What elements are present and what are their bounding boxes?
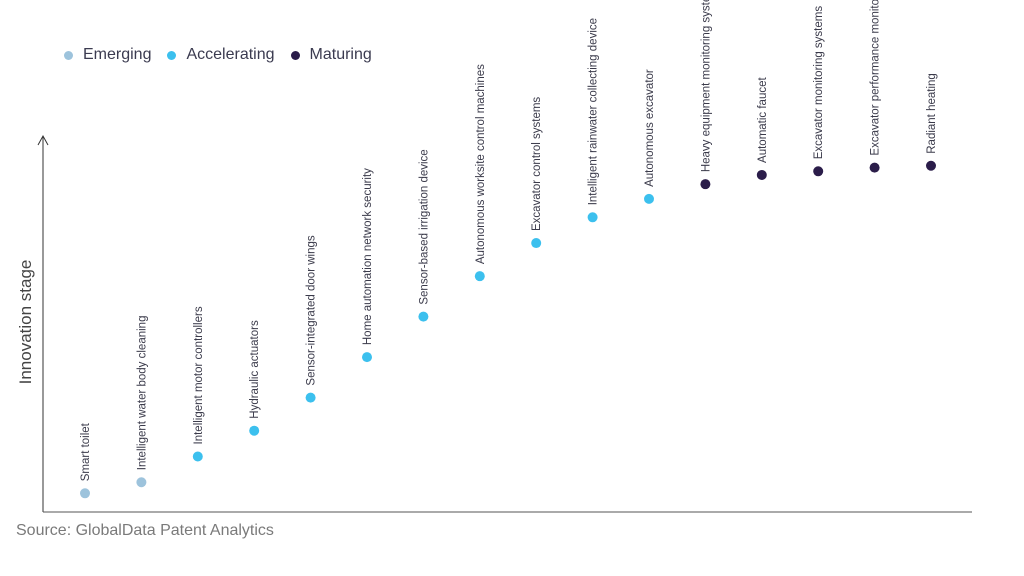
y-axis-label: Innovation stage bbox=[16, 260, 35, 385]
data-label: Radiant heating bbox=[926, 73, 938, 154]
data-point bbox=[644, 193, 654, 204]
legend-label-accelerating: Accelerating bbox=[186, 46, 275, 63]
legend-dot-maturing bbox=[290, 50, 300, 60]
data-label: Sensor-integrated door wings bbox=[306, 235, 318, 385]
data-label: Autonomous worksite control machines bbox=[475, 64, 487, 264]
data-point bbox=[756, 169, 767, 180]
data-label: Sensor-based irrigation device bbox=[418, 149, 430, 304]
data-label: Home automation network security bbox=[362, 168, 374, 345]
data-label: Excavator performance monitor bbox=[870, 0, 882, 156]
data-point bbox=[305, 392, 316, 403]
data-point bbox=[700, 179, 711, 190]
legend-dot-emerging bbox=[64, 50, 73, 60]
data-label: Smart toilet bbox=[80, 422, 92, 481]
data-label: Automatic faucet bbox=[757, 77, 769, 163]
data-label: Excavator control systems bbox=[531, 97, 543, 231]
data-point bbox=[192, 451, 203, 462]
data-label: Excavator monitoring systems bbox=[813, 6, 825, 160]
data-label: Autonomous excavator bbox=[644, 69, 656, 187]
source-note: Source: GlobalData Patent Analytics bbox=[16, 522, 274, 539]
legend-item-accelerating: Accelerating bbox=[167, 46, 275, 64]
data-point bbox=[926, 160, 936, 171]
data-point bbox=[869, 162, 880, 173]
data-point bbox=[587, 212, 598, 223]
data-point bbox=[249, 425, 260, 436]
data-label: Hydraulic actuators bbox=[249, 320, 261, 419]
data-label: Heavy equipment monitoring systems bbox=[700, 0, 712, 172]
data-point bbox=[813, 166, 824, 177]
legend-item-emerging: Emerging bbox=[64, 46, 151, 64]
data-label: Intelligent rainwater collecting device bbox=[588, 18, 600, 205]
legend-dot-accelerating bbox=[167, 50, 177, 60]
data-point bbox=[80, 488, 90, 499]
data-point bbox=[531, 238, 542, 249]
legend-label-maturing: Maturing bbox=[309, 46, 372, 63]
data-point bbox=[362, 352, 372, 363]
y-axis-arrow bbox=[37, 134, 49, 146]
data-point bbox=[474, 271, 485, 282]
legend-label-emerging: Emerging bbox=[83, 46, 152, 63]
data-point bbox=[136, 477, 147, 488]
data-label: Intelligent water body cleaning bbox=[136, 316, 148, 471]
legend-item-maturing: Maturing bbox=[290, 46, 372, 64]
data-point bbox=[418, 311, 429, 322]
chart-legend: Emerging Accelerating Maturing bbox=[64, 46, 372, 64]
data-label: Intelligent motor controllers bbox=[193, 306, 205, 444]
